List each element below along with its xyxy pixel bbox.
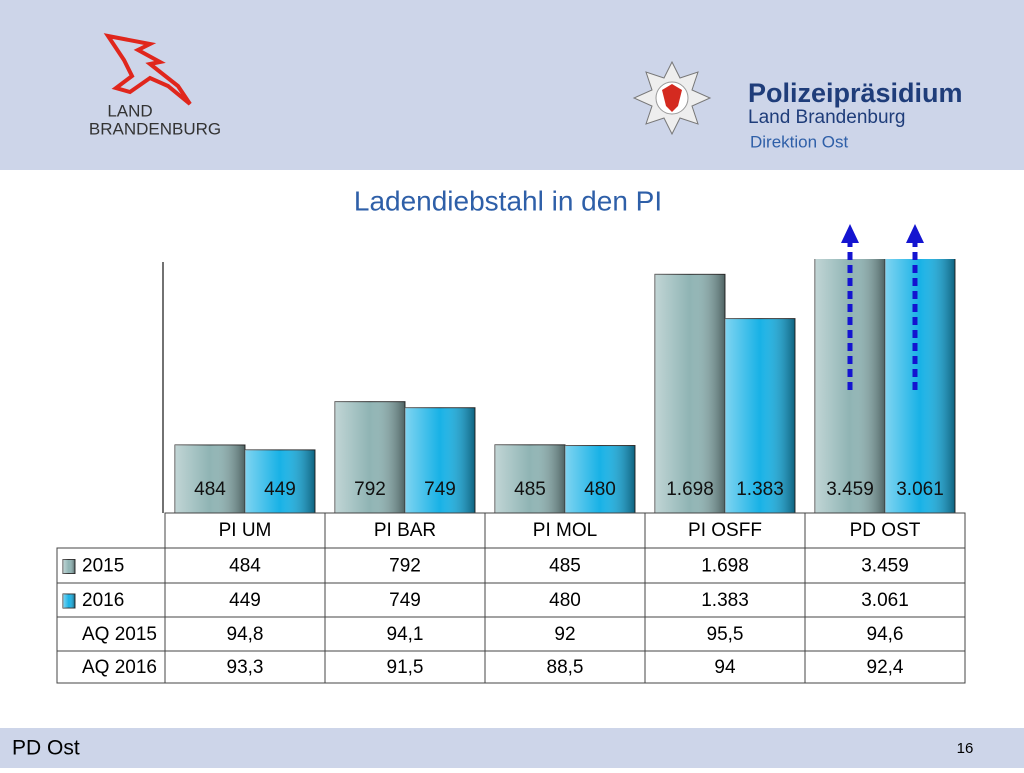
arrow-head <box>906 224 924 243</box>
data-label: 792 <box>354 479 386 500</box>
data-label: 485 <box>514 479 546 500</box>
row-label: AQ 2016 <box>82 657 157 678</box>
org-subtitle: Land Brandenburg <box>748 107 905 128</box>
table-cell: 1.383 <box>701 590 749 611</box>
bar-shade <box>175 444 245 513</box>
table-cell: 449 <box>229 590 261 611</box>
table-cell: 88,5 <box>547 657 584 678</box>
table-cell: 485 <box>549 556 581 577</box>
data-label: 749 <box>424 479 456 500</box>
table-cell: 749 <box>389 590 421 611</box>
footer-left: PD Ost <box>12 737 80 760</box>
x-tick-label: PI UM <box>219 520 272 541</box>
table-cell: 91,5 <box>387 657 424 678</box>
table-cell: 792 <box>389 556 421 577</box>
footer-band <box>0 728 1024 768</box>
table-cell: 95,5 <box>707 624 744 645</box>
legend-swatch-shade <box>63 594 75 608</box>
table-cell: 3.459 <box>861 556 909 577</box>
row-label: 2016 <box>82 590 124 611</box>
data-table: PI UM PI BAR PI MOL PI OSFF PD OST 2015 484 792… <box>56 512 966 684</box>
data-label: 3.061 <box>896 479 944 500</box>
data-label: 480 <box>584 479 616 500</box>
table-cell: 1.698 <box>701 556 749 577</box>
x-tick-label: PI MOL <box>533 520 597 541</box>
bar-shade <box>405 407 475 513</box>
table-cell: 480 <box>549 590 581 611</box>
x-tick-label: PI BAR <box>374 520 436 541</box>
table-cell: 484 <box>229 556 261 577</box>
plot-area <box>174 259 956 514</box>
table-cell: 3.061 <box>861 590 909 611</box>
logo-text: LAND <box>107 101 152 120</box>
bar-shade <box>245 449 315 513</box>
data-label: 1.698 <box>666 479 714 500</box>
bar-shade <box>495 444 565 513</box>
x-tick-label: PI OSFF <box>688 520 762 541</box>
table-cell: 92 <box>554 624 575 645</box>
row-label: AQ 2015 <box>82 624 157 645</box>
table-cell: 94,1 <box>387 624 424 645</box>
org-title: Polizeipräsidium <box>748 78 963 108</box>
table-cell: 92,4 <box>867 657 904 678</box>
logo-text: BRANDENBURG <box>89 119 221 138</box>
data-label: 1.383 <box>736 479 784 500</box>
header-band <box>0 0 1024 170</box>
x-tick-label: PD OST <box>850 520 921 541</box>
table-cell: 93,3 <box>227 657 264 678</box>
eagle-logo <box>103 33 192 106</box>
table-cell: 94,6 <box>867 624 904 645</box>
data-label: 3.459 <box>826 479 874 500</box>
badge-eagle <box>662 84 682 112</box>
bar-shade <box>335 401 405 513</box>
page-number: 16 <box>957 740 974 757</box>
table-cell: 94 <box>714 657 736 678</box>
data-label: 484 <box>194 479 226 500</box>
table-cell: 94,8 <box>227 624 264 645</box>
row-label: 2015 <box>82 556 124 577</box>
arrow-head <box>841 224 859 243</box>
bar-shade <box>565 445 635 513</box>
overflow-arrows <box>847 240 918 390</box>
bar-shade <box>725 318 795 513</box>
data-label: 449 <box>264 479 296 500</box>
legend-swatch-shade <box>63 559 75 574</box>
org-unit: Direktion Ost <box>750 132 849 151</box>
bar-shade <box>655 274 725 513</box>
bar-shade <box>885 259 955 513</box>
chart-title: Ladendiebstahl in den PI <box>354 185 662 216</box>
